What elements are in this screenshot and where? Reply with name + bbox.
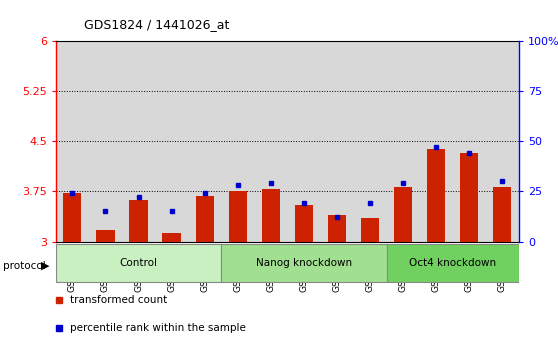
Bar bbox=[56, 41, 89, 242]
Bar bbox=[162, 234, 181, 242]
Bar bbox=[89, 41, 122, 242]
FancyBboxPatch shape bbox=[56, 244, 221, 283]
Bar bbox=[262, 189, 280, 241]
Text: percentile rank within the sample: percentile rank within the sample bbox=[70, 323, 246, 333]
FancyBboxPatch shape bbox=[221, 244, 387, 283]
Bar bbox=[361, 218, 379, 241]
Bar bbox=[254, 41, 287, 242]
Bar bbox=[427, 149, 445, 241]
Bar bbox=[63, 194, 81, 241]
Text: GDS1824 / 1441026_at: GDS1824 / 1441026_at bbox=[84, 18, 229, 31]
Text: Control: Control bbox=[119, 258, 157, 268]
Text: transformed count: transformed count bbox=[70, 295, 167, 305]
Bar bbox=[493, 187, 512, 242]
Bar bbox=[229, 191, 247, 242]
FancyBboxPatch shape bbox=[387, 244, 519, 283]
Bar bbox=[460, 154, 478, 242]
Bar bbox=[287, 41, 320, 242]
Bar bbox=[97, 230, 114, 241]
Bar bbox=[486, 41, 519, 242]
Bar bbox=[387, 41, 420, 242]
Text: ▶: ▶ bbox=[41, 261, 49, 270]
Bar bbox=[453, 41, 486, 242]
Bar bbox=[328, 215, 346, 242]
Bar bbox=[354, 41, 387, 242]
Bar bbox=[221, 41, 254, 242]
Bar bbox=[320, 41, 354, 242]
Text: protocol: protocol bbox=[3, 261, 46, 270]
Bar bbox=[420, 41, 453, 242]
Bar bbox=[129, 200, 148, 242]
Text: Oct4 knockdown: Oct4 knockdown bbox=[409, 258, 496, 268]
Bar bbox=[188, 41, 221, 242]
Bar bbox=[195, 196, 214, 241]
Bar bbox=[155, 41, 188, 242]
Text: Nanog knockdown: Nanog knockdown bbox=[256, 258, 352, 268]
Bar bbox=[394, 187, 412, 242]
Bar bbox=[295, 205, 313, 241]
Bar bbox=[122, 41, 155, 242]
